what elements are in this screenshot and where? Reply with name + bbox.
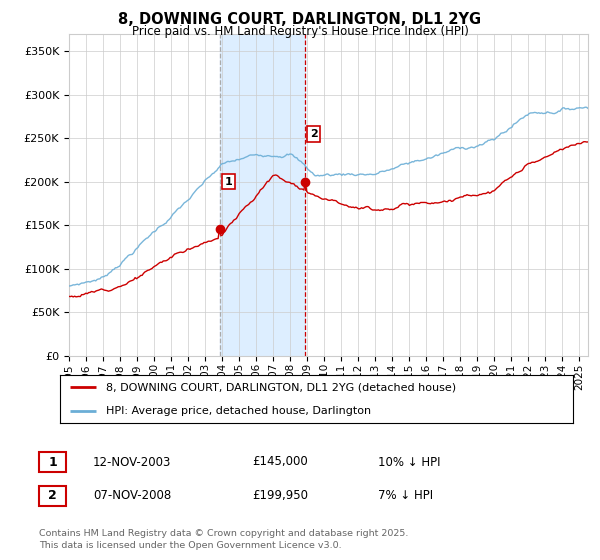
Text: Contains HM Land Registry data © Crown copyright and database right 2025.
This d: Contains HM Land Registry data © Crown c… bbox=[39, 529, 409, 550]
Text: 1: 1 bbox=[224, 176, 232, 186]
Text: 8, DOWNING COURT, DARLINGTON, DL1 2YG: 8, DOWNING COURT, DARLINGTON, DL1 2YG bbox=[118, 12, 482, 27]
Text: 2: 2 bbox=[310, 129, 317, 139]
Text: 7% ↓ HPI: 7% ↓ HPI bbox=[378, 489, 433, 502]
Text: 07-NOV-2008: 07-NOV-2008 bbox=[93, 489, 171, 502]
Text: 8, DOWNING COURT, DARLINGTON, DL1 2YG (detached house): 8, DOWNING COURT, DARLINGTON, DL1 2YG (d… bbox=[106, 382, 456, 392]
Text: 10% ↓ HPI: 10% ↓ HPI bbox=[378, 455, 440, 469]
Bar bbox=[220, 34, 305, 356]
Text: 2: 2 bbox=[48, 489, 57, 502]
Text: £145,000: £145,000 bbox=[252, 455, 308, 469]
Text: 1: 1 bbox=[48, 455, 57, 469]
Text: Price paid vs. HM Land Registry's House Price Index (HPI): Price paid vs. HM Land Registry's House … bbox=[131, 25, 469, 38]
Text: £199,950: £199,950 bbox=[252, 489, 308, 502]
Text: HPI: Average price, detached house, Darlington: HPI: Average price, detached house, Darl… bbox=[106, 406, 371, 416]
Text: 12-NOV-2003: 12-NOV-2003 bbox=[93, 455, 172, 469]
